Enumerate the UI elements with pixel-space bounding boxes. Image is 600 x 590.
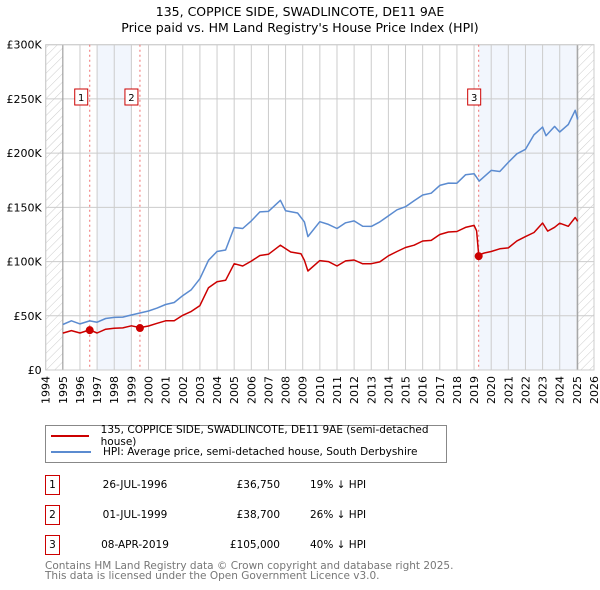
x-tick-label: 2026 — [588, 376, 600, 404]
x-tick-label: 1997 — [91, 376, 104, 404]
x-tick-label: 2001 — [160, 376, 173, 404]
hpi-diff: 40% ↓ HPI — [310, 539, 367, 551]
x-tick-label: 1998 — [108, 376, 121, 404]
sale-marker-badge: 1 — [45, 475, 60, 495]
x-tick-label: 2024 — [554, 376, 567, 404]
x-tick-label: 2000 — [143, 376, 156, 404]
legend-label: HPI: Average price, semi-detached house,… — [103, 446, 418, 458]
hpi-line — [62, 109, 579, 326]
y-tick-label: £200K — [6, 147, 42, 160]
x-tick-label: 2004 — [211, 376, 224, 404]
x-tick-label: 2007 — [262, 376, 275, 404]
copyright-text: Contains HM Land Registry data © Crown c… — [45, 560, 454, 572]
y-tick-label: £250K — [6, 93, 42, 106]
blue-line-swatch — [51, 451, 91, 453]
sale-price: £36,750 — [236, 479, 280, 491]
sale-date: 08-APR-2019 — [101, 539, 169, 551]
x-tick-label: 2014 — [382, 376, 395, 404]
x-tick-label: 2022 — [519, 376, 532, 404]
sale-marker-badge: 2 — [45, 505, 60, 525]
licence-text: This data is licensed under the Open Gov… — [45, 570, 380, 582]
sale-label: 3 — [471, 93, 477, 104]
transaction-row: 2 01-JUL-1999 £38,700 26% ↓ HPI — [45, 505, 445, 525]
sale-date: 01-JUL-1999 — [102, 509, 168, 521]
transaction-row: 1 26-JUL-1996 £36,750 19% ↓ HPI — [45, 475, 445, 495]
sale-point — [85, 326, 94, 335]
property-price-line — [62, 216, 579, 334]
x-tick-label: 2005 — [228, 376, 241, 404]
legend: 135, COPPICE SIDE, SWADLINCOTE, DE11 9AE… — [45, 424, 447, 463]
footer: Contains HM Land Registry data © Crown c… — [45, 560, 454, 582]
y-tick-label: £0 — [28, 364, 42, 377]
x-tick-label: 2015 — [400, 376, 413, 404]
x-tick-label: 1995 — [57, 376, 70, 404]
sale-point — [135, 324, 144, 333]
sale-date: 26-JUL-1996 — [102, 479, 168, 491]
sale-price: £105,000 — [229, 539, 280, 551]
x-tick-label: 1996 — [74, 376, 87, 404]
plot-border — [45, 44, 595, 371]
red-line-swatch — [51, 435, 89, 437]
x-tick-label: 2018 — [451, 376, 464, 404]
legend-item-property: 135, COPPICE SIDE, SWADLINCOTE, DE11 9AE… — [46, 424, 446, 448]
sale-label: 2 — [128, 93, 134, 104]
x-tick-label: 2006 — [245, 376, 258, 404]
x-tick-label: 2009 — [297, 376, 310, 404]
chart-title: 135, COPPICE SIDE, SWADLINCOTE, DE11 9AE — [155, 4, 445, 19]
y-tick-label: £150K — [6, 201, 42, 214]
x-tick-label: 2002 — [177, 376, 190, 404]
x-tick-label: 2025 — [571, 376, 584, 404]
sale-label-box — [74, 88, 89, 106]
sale-label-box — [467, 88, 482, 106]
hpi-diff: 26% ↓ HPI — [310, 509, 367, 521]
hpi-diff: 19% ↓ HPI — [310, 479, 367, 491]
x-tick-label: 1999 — [125, 376, 138, 404]
sale-marker-badge: 3 — [45, 535, 60, 555]
sale-label-box — [124, 88, 139, 106]
x-tick-label: 2016 — [417, 376, 430, 404]
y-tick-label: £100K — [6, 256, 42, 269]
x-tick-label: 1994 — [40, 376, 53, 404]
x-tick-label: 2011 — [331, 376, 344, 404]
x-tick-label: 2013 — [365, 376, 378, 404]
x-tick-label: 2003 — [194, 376, 207, 404]
price-chart: 1994 1995 1996 1997 1998 1999 2000 2001 2002 2003… — [6, 39, 600, 404]
legend-label: 135, COPPICE SIDE, SWADLINCOTE, DE11 9AE… — [100, 424, 429, 448]
chart-subtitle: Price paid vs. HM Land Registry's House … — [121, 20, 479, 35]
sale-price: £38,700 — [236, 509, 280, 521]
x-tick-label: 2021 — [502, 376, 515, 404]
transaction-row: 3 08-APR-2019 £105,000 40% ↓ HPI — [45, 535, 445, 555]
x-tick-label: 2010 — [314, 376, 327, 404]
x-tick-label: 2019 — [468, 376, 481, 404]
x-tick-label: 2008 — [280, 376, 293, 404]
x-tick-label: 2017 — [434, 376, 447, 404]
y-tick-label: £300K — [6, 39, 42, 52]
y-tick-label: £50K — [13, 310, 42, 323]
sale-point — [474, 252, 483, 261]
x-tick-label: 2020 — [485, 376, 498, 404]
sale-label: 1 — [78, 93, 84, 104]
legend-item-hpi: HPI: Average price, semi-detached house,… — [46, 444, 417, 460]
x-tick-label: 2012 — [348, 376, 361, 404]
x-tick-label: 2023 — [537, 376, 550, 404]
